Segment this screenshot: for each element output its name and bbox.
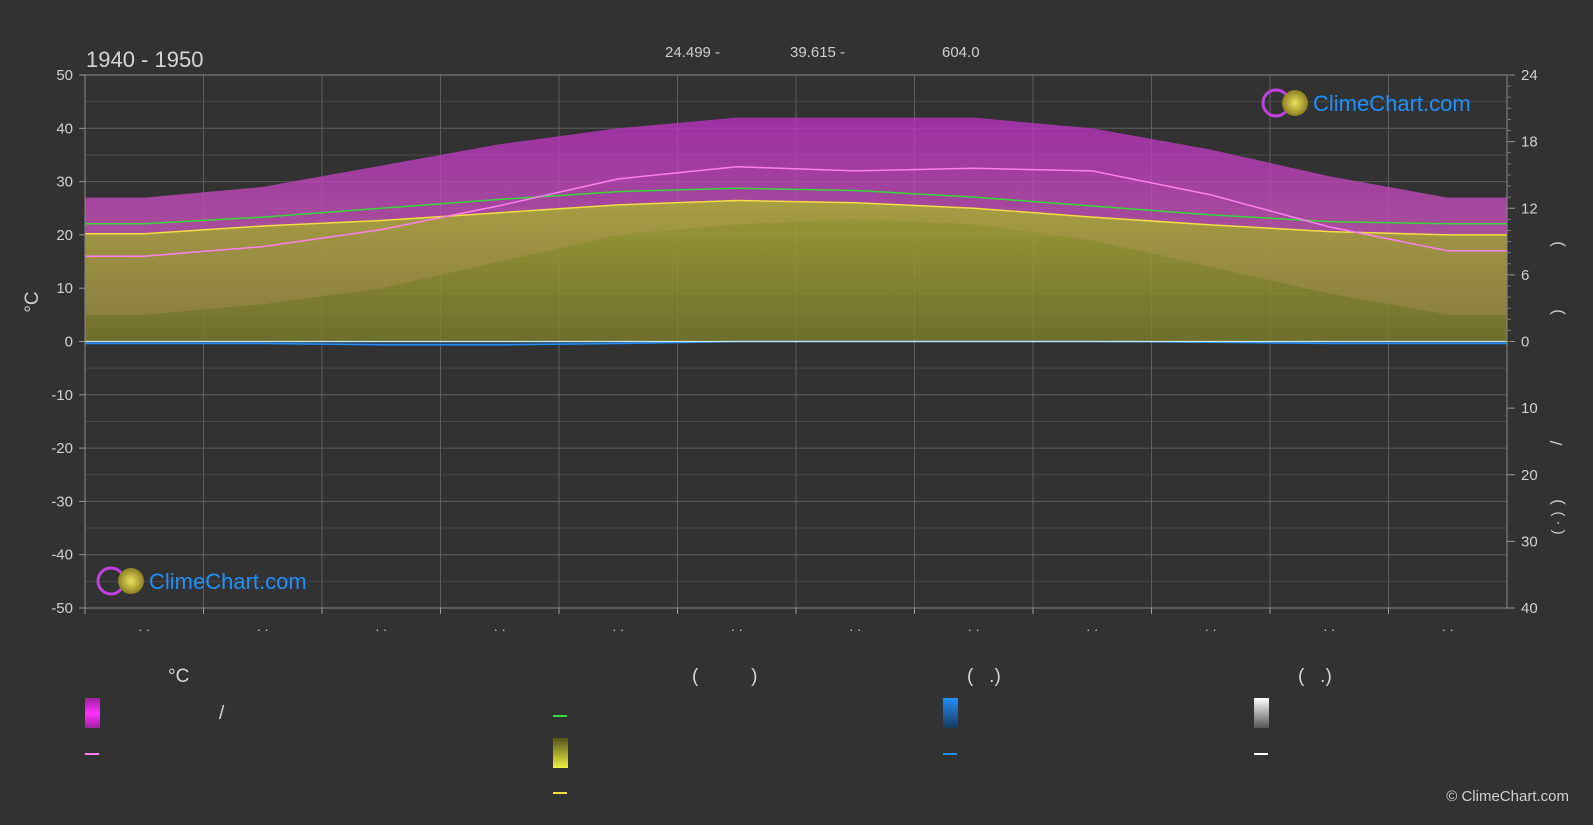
x-tick-label: · · [375, 622, 387, 637]
legend-sunshine-header: ( ) [692, 666, 758, 687]
climate-chart: 50 40 30 20 10 0 -10 -20 -30 -40 -50 24 18 12 6 0 10 20 30… [22, 44, 1566, 637]
daylight-line [85, 187, 1507, 225]
data-lines [85, 165, 1507, 346]
x-tick-label: · · [1086, 622, 1098, 637]
y2-tick-label: 0 [1521, 334, 1529, 351]
y-tick-label: 20 [56, 227, 73, 244]
right-axis-label-c: ) [1547, 499, 1566, 505]
right-axis-label-slash: / [1547, 440, 1566, 445]
y-tick-label: -40 [51, 547, 73, 564]
legend-temp-range-swatch [85, 698, 100, 728]
x-tick-label: · · [138, 622, 150, 637]
legend-temp-slash: / [219, 703, 225, 724]
legend-precip-header: ( .) [967, 666, 1001, 687]
y-tick-label: -20 [51, 440, 73, 457]
brand-logo-bottom[interactable]: ClimeChart.com [96, 566, 307, 596]
x-tick-label: · · [1442, 622, 1454, 637]
y-tick-label: -30 [51, 493, 73, 510]
logo-sun-icon [118, 568, 144, 594]
y-tick-label: -10 [51, 387, 73, 404]
x-tick-label: · · [612, 622, 624, 637]
logo-sun-icon [1282, 90, 1308, 116]
x-tick-label: · · [849, 622, 861, 637]
period-title: 1940 - 1950 [86, 47, 203, 72]
y-tick-label: -50 [51, 600, 73, 617]
legend-temp-mean-line [85, 753, 99, 755]
y2-tick-label: 20 [1521, 467, 1538, 484]
elevation-label: 604.0 [942, 44, 980, 61]
legend-precip-swatch [943, 698, 958, 728]
legend-sunshine-swatch [553, 738, 568, 768]
longitude-label: 39.615 - [790, 44, 845, 61]
x-tick-label: · · [257, 622, 269, 637]
legend-daylight-line [553, 715, 567, 717]
brand-logo-top[interactable]: ClimeChart.com [1261, 88, 1471, 118]
brand-name-top: ClimeChart.com [1313, 91, 1471, 116]
y-tick-label: 50 [56, 67, 73, 84]
right-axis-label-b: ) [1547, 309, 1566, 315]
y2-tick-label: 6 [1521, 267, 1529, 284]
y2-tick-label: 10 [1521, 400, 1538, 417]
data-bands [85, 117, 1507, 345]
legend-snow-swatch [1254, 698, 1269, 728]
precip-band [85, 341, 1507, 345]
y-tick-label: 10 [56, 280, 73, 297]
y2-tick-label: 18 [1521, 134, 1538, 151]
brand-name-bottom: ClimeChart.com [149, 569, 307, 594]
legend-snow-header: ( .) [1298, 666, 1332, 687]
copyright-text: © ClimeChart.com [1446, 788, 1569, 805]
legend-precip-line [943, 753, 957, 755]
temp-mean-line [85, 165, 1507, 257]
y2-tick-label: 24 [1521, 67, 1538, 84]
x-tick-label: · · [1323, 622, 1335, 637]
x-tick-label: · · [731, 622, 743, 637]
y-axis-label: °C [22, 291, 43, 312]
y-tick-label: 0 [65, 334, 73, 351]
x-tick-label: · · [968, 622, 980, 637]
y-tick-label: 30 [56, 174, 73, 191]
legend-sunshine-line [553, 792, 567, 794]
x-tick-label: · · [1205, 622, 1217, 637]
x-tick-label: · · [494, 622, 506, 637]
sunshine-line [85, 199, 1507, 236]
y2-tick-label: 12 [1521, 200, 1538, 217]
y2-tick-label: 40 [1521, 600, 1538, 617]
right-axis-label-d: ( · ) [1549, 511, 1566, 534]
right-axis-label-a: ) [1547, 241, 1566, 247]
latitude-label: 24.499 - [665, 44, 720, 61]
axes: 50 40 30 20 10 0 -10 -20 -30 -40 -50 24 18 12 6 0 10 20 30… [51, 67, 1537, 637]
sunshine-band [85, 200, 1507, 342]
legend-snow-line [1254, 753, 1268, 755]
legend-temperature-header: °C [168, 666, 190, 687]
y-tick-label: 40 [56, 120, 73, 137]
y2-tick-label: 30 [1521, 533, 1538, 550]
